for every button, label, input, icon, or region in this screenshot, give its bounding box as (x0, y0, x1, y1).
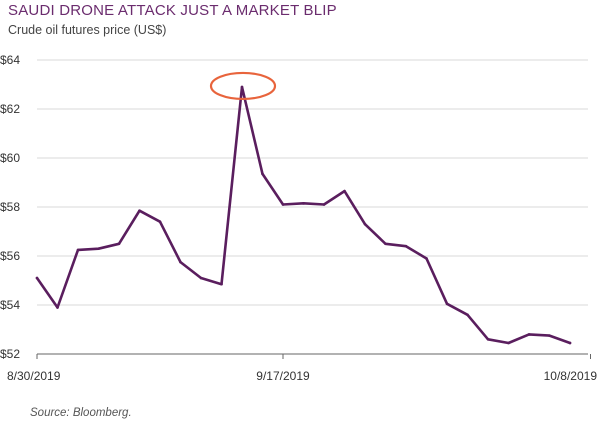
data-point (117, 242, 121, 246)
chart-subtitle: Crude oil futures price (US$) (8, 23, 167, 37)
data-point (548, 334, 551, 337)
y-tick-label: $60 (0, 151, 20, 165)
data-point (179, 260, 182, 264)
data-point (363, 222, 367, 226)
data-point (425, 257, 428, 260)
data-point (76, 248, 80, 252)
data-point (158, 220, 162, 223)
data-point (384, 242, 387, 246)
data-point (261, 172, 264, 176)
data-point (281, 203, 285, 206)
chart-title: SAUDI DRONE ATTACK JUST A MARKET BLIP (8, 2, 337, 19)
spike-highlight-circle (209, 71, 277, 101)
data-point (97, 247, 100, 250)
data-point (404, 244, 408, 248)
data-point (343, 189, 346, 193)
source-note: Source: Bloomberg. (30, 407, 132, 419)
y-tick-label: $54 (0, 298, 20, 312)
data-point (322, 203, 326, 206)
data-point (568, 341, 572, 345)
data-point (527, 333, 531, 336)
y-tick-label: $64 (0, 53, 20, 67)
data-point (199, 276, 203, 280)
data-point (56, 306, 59, 309)
data-point (220, 282, 223, 286)
y-tick-label: $52 (0, 347, 20, 361)
data-point (466, 313, 469, 317)
x-tick-label: 10/8/2019 (544, 369, 598, 383)
data-point (138, 209, 141, 212)
x-tick-label: 9/17/2019 (256, 369, 310, 383)
data-point (507, 341, 510, 345)
data-point (302, 202, 305, 205)
data-point (486, 338, 490, 341)
data-point (240, 85, 244, 89)
y-tick-label: $56 (0, 249, 20, 263)
y-tick-label: $62 (0, 102, 20, 116)
x-tick-label: 8/30/2019 (7, 369, 61, 383)
data-point (35, 276, 39, 280)
y-tick-label: $58 (0, 200, 20, 214)
data-point (445, 302, 449, 306)
